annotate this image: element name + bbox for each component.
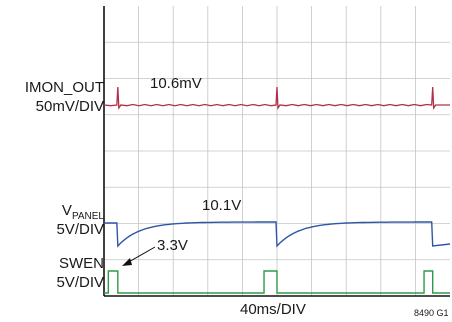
swen-annotation-arrow-line [126, 246, 156, 264]
x-axis-label: 40ms/DIV [240, 301, 306, 318]
imon-out-trace [103, 86, 450, 111]
swen-scale-label: 5V/DIV [56, 274, 104, 291]
swen-annotation-arrowhead [122, 258, 132, 266]
swen-value-annotation: 3.3V [157, 237, 188, 254]
swen-label: SWEN [59, 255, 104, 272]
vpanel-trace [104, 221, 451, 248]
vpanel-scale-label: 5V/DIV [56, 221, 104, 238]
vpanel-label-main: V [61, 202, 72, 219]
imon-out-label: IMON_OUT [24, 79, 104, 96]
figure-id-label: 8490 G1 [414, 308, 449, 318]
vpanel-label: VPANEL [62, 202, 104, 226]
swen-trace [104, 270, 450, 294]
vpanel-label-subscript: PANEL [71, 211, 104, 222]
imon-out-scale-label: 50mV/DIV [35, 98, 104, 115]
vpanel-value-annotation: 10.1V [202, 197, 242, 214]
imon-value-annotation: 10.6mV [150, 75, 202, 92]
